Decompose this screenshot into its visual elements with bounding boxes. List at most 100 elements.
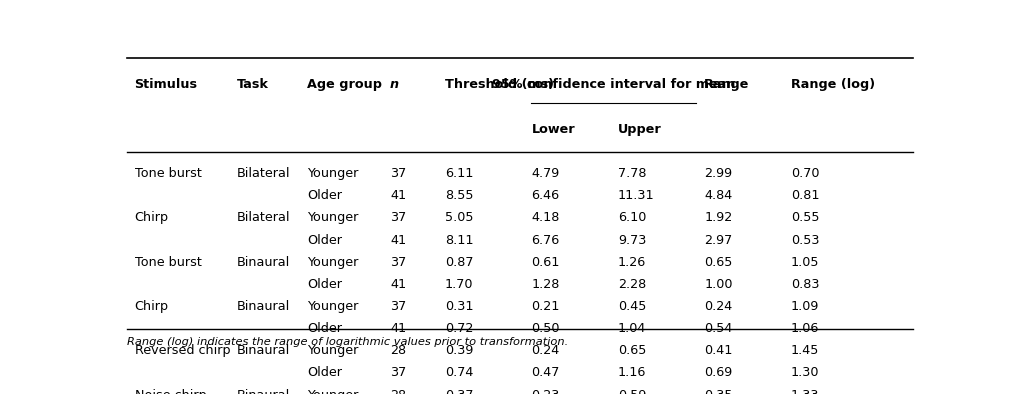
Text: 1.05: 1.05	[791, 256, 819, 269]
Text: Binaural: Binaural	[237, 300, 290, 313]
Text: Older: Older	[307, 366, 343, 379]
Text: Chirp: Chirp	[135, 212, 168, 225]
Text: Binaural: Binaural	[237, 256, 290, 269]
Text: n: n	[390, 78, 400, 91]
Text: 11.31: 11.31	[618, 189, 654, 202]
Text: 1.45: 1.45	[791, 344, 819, 357]
Text: 2.28: 2.28	[618, 278, 646, 291]
Text: 0.83: 0.83	[791, 278, 819, 291]
Text: 6.76: 6.76	[531, 234, 560, 247]
Text: 0.53: 0.53	[791, 234, 819, 247]
Text: 37: 37	[390, 212, 407, 225]
Text: 28: 28	[390, 388, 407, 394]
Text: 0.50: 0.50	[531, 322, 560, 335]
Text: 0.87: 0.87	[445, 256, 474, 269]
Text: Bilateral: Bilateral	[237, 167, 290, 180]
Text: 0.65: 0.65	[618, 344, 646, 357]
Text: 0.31: 0.31	[445, 300, 474, 313]
Text: 1.30: 1.30	[791, 366, 819, 379]
Text: 0.41: 0.41	[705, 344, 733, 357]
Text: 41: 41	[390, 322, 407, 335]
Text: Age group: Age group	[307, 78, 382, 91]
Text: 37: 37	[390, 167, 407, 180]
Text: Younger: Younger	[307, 212, 359, 225]
Text: Older: Older	[307, 234, 343, 247]
Text: 0.61: 0.61	[531, 256, 560, 269]
Text: 2.97: 2.97	[705, 234, 732, 247]
Text: 7.78: 7.78	[618, 167, 646, 180]
Text: Younger: Younger	[307, 388, 359, 394]
Text: 1.09: 1.09	[791, 300, 819, 313]
Text: 28: 28	[390, 344, 407, 357]
Text: Chirp: Chirp	[135, 300, 168, 313]
Text: 1.06: 1.06	[791, 322, 819, 335]
Text: Younger: Younger	[307, 167, 359, 180]
Text: 6.10: 6.10	[618, 212, 646, 225]
Text: 8.11: 8.11	[445, 234, 474, 247]
Text: 0.39: 0.39	[445, 344, 474, 357]
Text: 41: 41	[390, 278, 407, 291]
Text: 1.16: 1.16	[618, 366, 646, 379]
Text: Lower: Lower	[531, 123, 575, 136]
Text: 0.55: 0.55	[791, 212, 819, 225]
Text: 0.69: 0.69	[705, 366, 732, 379]
Text: 4.18: 4.18	[531, 212, 560, 225]
Text: 4.79: 4.79	[531, 167, 560, 180]
Text: 41: 41	[390, 234, 407, 247]
Text: Bilateral: Bilateral	[237, 212, 290, 225]
Text: 1.28: 1.28	[531, 278, 560, 291]
Text: Stimulus: Stimulus	[135, 78, 198, 91]
Text: 0.24: 0.24	[705, 300, 732, 313]
Text: 0.70: 0.70	[791, 167, 819, 180]
Text: 0.74: 0.74	[445, 366, 474, 379]
Text: Older: Older	[307, 189, 343, 202]
Text: 1.00: 1.00	[705, 278, 733, 291]
Text: 6.46: 6.46	[531, 189, 560, 202]
Text: Range: Range	[705, 78, 749, 91]
Text: 0.21: 0.21	[531, 300, 560, 313]
Text: 0.37: 0.37	[445, 388, 474, 394]
Text: Upper: Upper	[618, 123, 662, 136]
Text: 4.84: 4.84	[705, 189, 732, 202]
Text: 37: 37	[390, 300, 407, 313]
Text: Older: Older	[307, 322, 343, 335]
Text: 1.04: 1.04	[618, 322, 646, 335]
Text: 6.11: 6.11	[445, 167, 474, 180]
Text: Range (log): Range (log)	[791, 78, 875, 91]
Text: Tone burst: Tone burst	[135, 167, 202, 180]
Text: Noise chirp: Noise chirp	[135, 388, 207, 394]
Text: Task: Task	[237, 78, 269, 91]
Text: Younger: Younger	[307, 300, 359, 313]
Text: 5.05: 5.05	[445, 212, 474, 225]
Text: 1.26: 1.26	[618, 256, 646, 269]
Text: Younger: Younger	[307, 256, 359, 269]
Text: 95% confidence interval for mean: 95% confidence interval for mean	[492, 78, 736, 91]
Text: 0.47: 0.47	[531, 366, 560, 379]
Text: 8.55: 8.55	[445, 189, 474, 202]
Text: 1.70: 1.70	[445, 278, 474, 291]
Text: 41: 41	[390, 189, 407, 202]
Text: 0.35: 0.35	[705, 388, 733, 394]
Text: 1.92: 1.92	[705, 212, 732, 225]
Text: 37: 37	[390, 256, 407, 269]
Text: 0.59: 0.59	[618, 388, 646, 394]
Text: 0.24: 0.24	[531, 344, 560, 357]
Text: Tone burst: Tone burst	[135, 256, 202, 269]
Text: Binaural: Binaural	[237, 344, 290, 357]
Text: Reversed chirp: Reversed chirp	[135, 344, 230, 357]
Text: Threshold (ms): Threshold (ms)	[445, 78, 554, 91]
Text: Younger: Younger	[307, 344, 359, 357]
Text: 0.23: 0.23	[531, 388, 560, 394]
Text: 1.33: 1.33	[791, 388, 819, 394]
Text: 2.99: 2.99	[705, 167, 732, 180]
Text: Binaural: Binaural	[237, 388, 290, 394]
Text: 0.72: 0.72	[445, 322, 474, 335]
Text: 0.81: 0.81	[791, 189, 819, 202]
Text: 0.65: 0.65	[705, 256, 733, 269]
Text: 9.73: 9.73	[618, 234, 646, 247]
Text: 37: 37	[390, 366, 407, 379]
Text: 0.45: 0.45	[618, 300, 646, 313]
Text: 0.54: 0.54	[705, 322, 733, 335]
Text: Range (log) indicates the range of logarithmic values prior to transformation.: Range (log) indicates the range of logar…	[127, 337, 568, 347]
Text: Older: Older	[307, 278, 343, 291]
